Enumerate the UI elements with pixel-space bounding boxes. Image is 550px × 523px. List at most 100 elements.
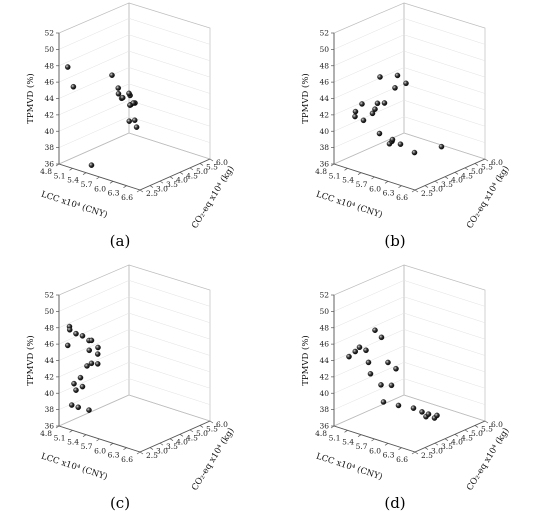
data-point bbox=[410, 405, 417, 411]
x-tick-label: 6.0 bbox=[94, 184, 106, 193]
panel-label: (a) bbox=[110, 232, 131, 250]
data-point bbox=[356, 344, 363, 350]
y-tick-label: 4.0 bbox=[176, 438, 188, 447]
y-tick-label: 5.0 bbox=[471, 429, 483, 438]
data-point bbox=[346, 353, 352, 360]
x-tick-label: 6.6 bbox=[396, 455, 408, 464]
data-point bbox=[419, 409, 425, 415]
z-gridline bbox=[333, 34, 486, 66]
y-tick-label: 4.5 bbox=[461, 171, 473, 180]
data-point bbox=[352, 108, 359, 115]
z-gridline bbox=[58, 99, 211, 132]
y-tick bbox=[179, 171, 184, 175]
z-tick-label: 40 bbox=[44, 127, 54, 136]
data-point bbox=[95, 344, 101, 351]
data-point bbox=[70, 84, 77, 90]
data-point bbox=[86, 407, 92, 413]
z-tick-label: 52 bbox=[44, 291, 54, 300]
y-tick-label: 5.5 bbox=[481, 424, 493, 433]
y-tick-label: 4.5 bbox=[186, 171, 198, 180]
y-tick-label: 5.5 bbox=[206, 162, 218, 171]
y-tick bbox=[434, 180, 439, 184]
z-tick-label: 44 bbox=[319, 94, 329, 103]
z-gridline bbox=[58, 50, 211, 83]
y-tick bbox=[434, 442, 439, 446]
x-tick-label: 5.1 bbox=[329, 171, 341, 180]
data-point bbox=[397, 141, 404, 147]
x-tick-label: 6.3 bbox=[108, 189, 120, 198]
data-point bbox=[88, 360, 95, 367]
y-tick bbox=[464, 167, 469, 171]
y-tick-label: 2.5 bbox=[421, 451, 433, 460]
data-point bbox=[385, 359, 391, 366]
z-gridline bbox=[333, 18, 486, 50]
z-tick-label: 46 bbox=[44, 340, 54, 349]
x-tick-label: 6.3 bbox=[383, 189, 395, 198]
y-tick bbox=[424, 185, 429, 188]
z-gridline bbox=[58, 34, 211, 66]
x-tick-label: 4.8 bbox=[40, 429, 52, 438]
y-tick bbox=[484, 420, 489, 424]
x-tick bbox=[330, 163, 335, 167]
y-tick-label: 2.5 bbox=[146, 451, 158, 460]
y-tick bbox=[454, 171, 459, 175]
y-tick-label: 3.0 bbox=[431, 185, 443, 194]
data-point bbox=[79, 383, 86, 390]
y-tick-label: 4.5 bbox=[186, 433, 198, 442]
z-tick-label: 50 bbox=[319, 307, 329, 316]
data-point bbox=[75, 404, 82, 410]
x-tick bbox=[371, 176, 375, 180]
y-tick bbox=[159, 180, 164, 184]
x-tick-label: 6.3 bbox=[108, 451, 120, 460]
y-tick bbox=[209, 158, 214, 162]
z-tick-label: 50 bbox=[44, 307, 54, 316]
data-point bbox=[69, 402, 75, 408]
z-tick-label: 52 bbox=[44, 29, 54, 38]
data-point bbox=[378, 334, 385, 341]
z-tick-label: 50 bbox=[44, 45, 54, 54]
y-tick bbox=[444, 438, 449, 442]
y-tick-label: 5.0 bbox=[471, 167, 483, 176]
data-point bbox=[388, 382, 395, 389]
y-axis-line bbox=[414, 420, 486, 453]
y-tick bbox=[414, 189, 419, 193]
z-gridline bbox=[333, 50, 486, 83]
z-tick-label: 48 bbox=[319, 323, 329, 332]
data-point bbox=[115, 85, 122, 91]
x-tick bbox=[411, 189, 416, 193]
data-point bbox=[378, 382, 384, 388]
data-point bbox=[365, 359, 372, 366]
y-tick bbox=[179, 433, 184, 437]
x-axis-title: LCC x10⁴ (CNY) bbox=[40, 451, 109, 483]
y-tick bbox=[149, 447, 154, 450]
data-point bbox=[84, 363, 90, 369]
z-tick-label: 42 bbox=[44, 372, 54, 381]
data-point bbox=[434, 412, 440, 419]
left-wall bbox=[333, 264, 405, 427]
y-tick-label: 2.5 bbox=[421, 189, 433, 198]
y-tick bbox=[199, 163, 204, 166]
data-point bbox=[127, 102, 133, 108]
data-point bbox=[77, 374, 84, 381]
data-point bbox=[438, 143, 445, 150]
z-tick-label: 42 bbox=[44, 110, 54, 119]
z-gridline bbox=[333, 361, 486, 394]
x-tick-label: 5.1 bbox=[329, 433, 341, 442]
y-tick-label: 4.5 bbox=[461, 433, 473, 442]
x-tick bbox=[69, 168, 73, 171]
data-point bbox=[425, 411, 432, 417]
z-gridline bbox=[58, 329, 211, 361]
y-tick-label: 5.5 bbox=[206, 424, 218, 433]
y-tick bbox=[169, 176, 174, 180]
x-tick-label: 6.6 bbox=[121, 455, 133, 464]
z-gridline bbox=[58, 18, 211, 50]
data-point bbox=[95, 351, 101, 357]
y-tick bbox=[209, 420, 214, 424]
x-tick bbox=[384, 443, 389, 446]
z-tick-label: 40 bbox=[44, 389, 54, 398]
x-tick bbox=[109, 443, 114, 446]
y-tick bbox=[454, 433, 459, 437]
left-wall bbox=[58, 2, 130, 165]
y-tick-label: 5.0 bbox=[196, 429, 208, 438]
